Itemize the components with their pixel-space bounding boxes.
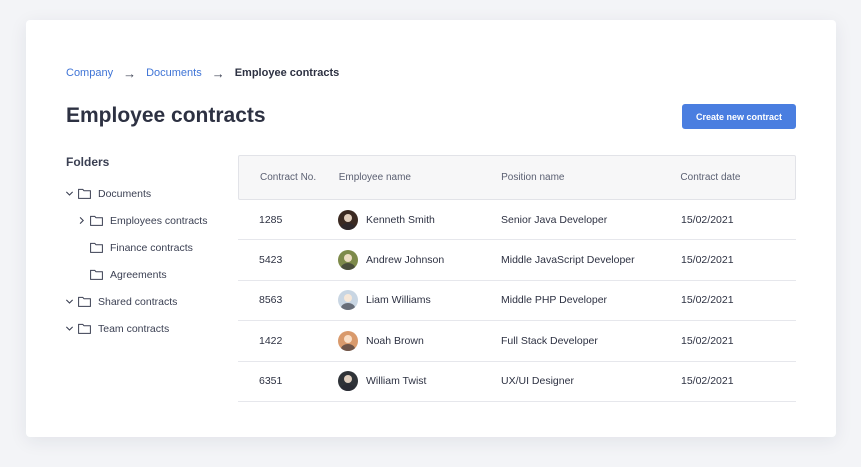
avatar	[338, 290, 358, 311]
contract-date: 15/02/2021	[681, 213, 734, 226]
folder-label: Team contracts	[98, 322, 170, 335]
column-header-position-name[interactable]: Position name	[501, 172, 565, 183]
chevron-down-icon[interactable]	[64, 188, 75, 199]
folder-label: Documents	[98, 187, 152, 200]
contract-number: 8563	[259, 294, 283, 307]
arrow-right-icon: →	[211, 65, 225, 81]
employee-cell: Kenneth Smith	[338, 209, 501, 230]
employee-cell: Noah Brown	[338, 330, 501, 351]
breadcrumb: Company → Documents → Employee contracts	[66, 65, 340, 81]
table-row[interactable]: 8563 Liam Williams Middle PHP Developer …	[238, 281, 796, 322]
folder-label: Shared contracts	[98, 295, 178, 308]
position-name: Full Stack Developer	[501, 334, 598, 347]
folder-item-finance-contracts[interactable]: Finance contracts	[64, 234, 207, 261]
breadcrumb-current: Employee contracts	[234, 67, 340, 79]
folder-item-shared-contracts[interactable]: Shared contracts	[64, 288, 207, 315]
folder-icon	[90, 215, 103, 226]
table-row[interactable]: 1422 Noah Brown Full Stack Developer 15/…	[238, 321, 796, 362]
contract-number: 1422	[259, 334, 283, 347]
folder-item-team-contracts[interactable]: Team contracts	[64, 315, 207, 342]
position-name: Middle PHP Developer	[501, 294, 608, 307]
employee-cell: Andrew Johnson	[338, 250, 501, 271]
folder-icon	[90, 242, 103, 253]
employee-cell: William Twist	[338, 371, 501, 392]
table-row[interactable]: 5423 Andrew Johnson Middle JavaScript De…	[238, 240, 796, 281]
position-name: Middle JavaScript Developer	[501, 254, 635, 267]
table-header: Contract No. Employee name Position name…	[238, 155, 796, 200]
content-card: Company → Documents → Employee contracts…	[26, 20, 836, 437]
folder-item-documents[interactable]: Documents	[64, 180, 207, 207]
table-row[interactable]: 6351 William Twist UX/UI Designer 15/02/…	[238, 362, 796, 402]
employee-name: Liam Williams	[366, 294, 431, 307]
avatar	[338, 330, 358, 351]
contract-number: 1285	[259, 213, 283, 226]
contract-date: 15/02/2021	[681, 334, 734, 347]
folders-title: Folders	[66, 155, 110, 169]
contract-date: 15/02/2021	[681, 375, 734, 388]
avatar	[338, 209, 358, 230]
folder-item-agreements[interactable]: Agreements	[64, 261, 207, 288]
chevron-down-icon[interactable]	[64, 296, 75, 307]
chevron-down-icon[interactable]	[64, 323, 75, 334]
folder-icon	[78, 296, 91, 307]
folder-label: Finance contracts	[110, 241, 193, 254]
page-title: Employee contracts	[66, 104, 266, 127]
contract-date: 15/02/2021	[681, 294, 734, 307]
folder-icon	[90, 269, 103, 280]
position-name: UX/UI Designer	[501, 375, 574, 388]
employee-name: Andrew Johnson	[366, 254, 445, 267]
folder-item-employees-contracts[interactable]: Employees contracts	[64, 207, 207, 234]
column-header-employee-name[interactable]: Employee name	[338, 172, 411, 183]
contract-number: 6351	[259, 375, 283, 388]
contracts-table: Contract No. Employee name Position name…	[238, 155, 796, 402]
chevron-right-icon[interactable]	[76, 215, 87, 226]
employee-name: Kenneth Smith	[366, 213, 435, 226]
avatar	[338, 371, 358, 392]
folder-tree: Documents Employees contracts Finance co…	[64, 180, 207, 342]
breadcrumb-company-link[interactable]: Company	[66, 67, 114, 79]
table-row[interactable]: 1285 Kenneth Smith Senior Java Developer…	[238, 200, 796, 241]
arrow-right-icon: →	[123, 65, 137, 81]
folder-label: Employees contracts	[110, 214, 208, 227]
employee-name: William Twist	[366, 375, 427, 388]
column-header-contract-no[interactable]: Contract No.	[260, 172, 317, 183]
folder-label: Agreements	[110, 268, 167, 281]
contract-number: 5423	[259, 254, 283, 267]
create-contract-button[interactable]: Create new contract	[682, 104, 796, 129]
column-header-contract-date[interactable]: Contract date	[680, 172, 741, 183]
breadcrumb-documents-link[interactable]: Documents	[146, 67, 202, 79]
contract-date: 15/02/2021	[681, 254, 734, 267]
employee-name: Noah Brown	[366, 334, 424, 347]
folder-icon	[78, 188, 91, 199]
employee-cell: Liam Williams	[338, 290, 501, 311]
position-name: Senior Java Developer	[501, 213, 608, 226]
avatar	[338, 250, 358, 271]
folder-icon	[78, 323, 91, 334]
